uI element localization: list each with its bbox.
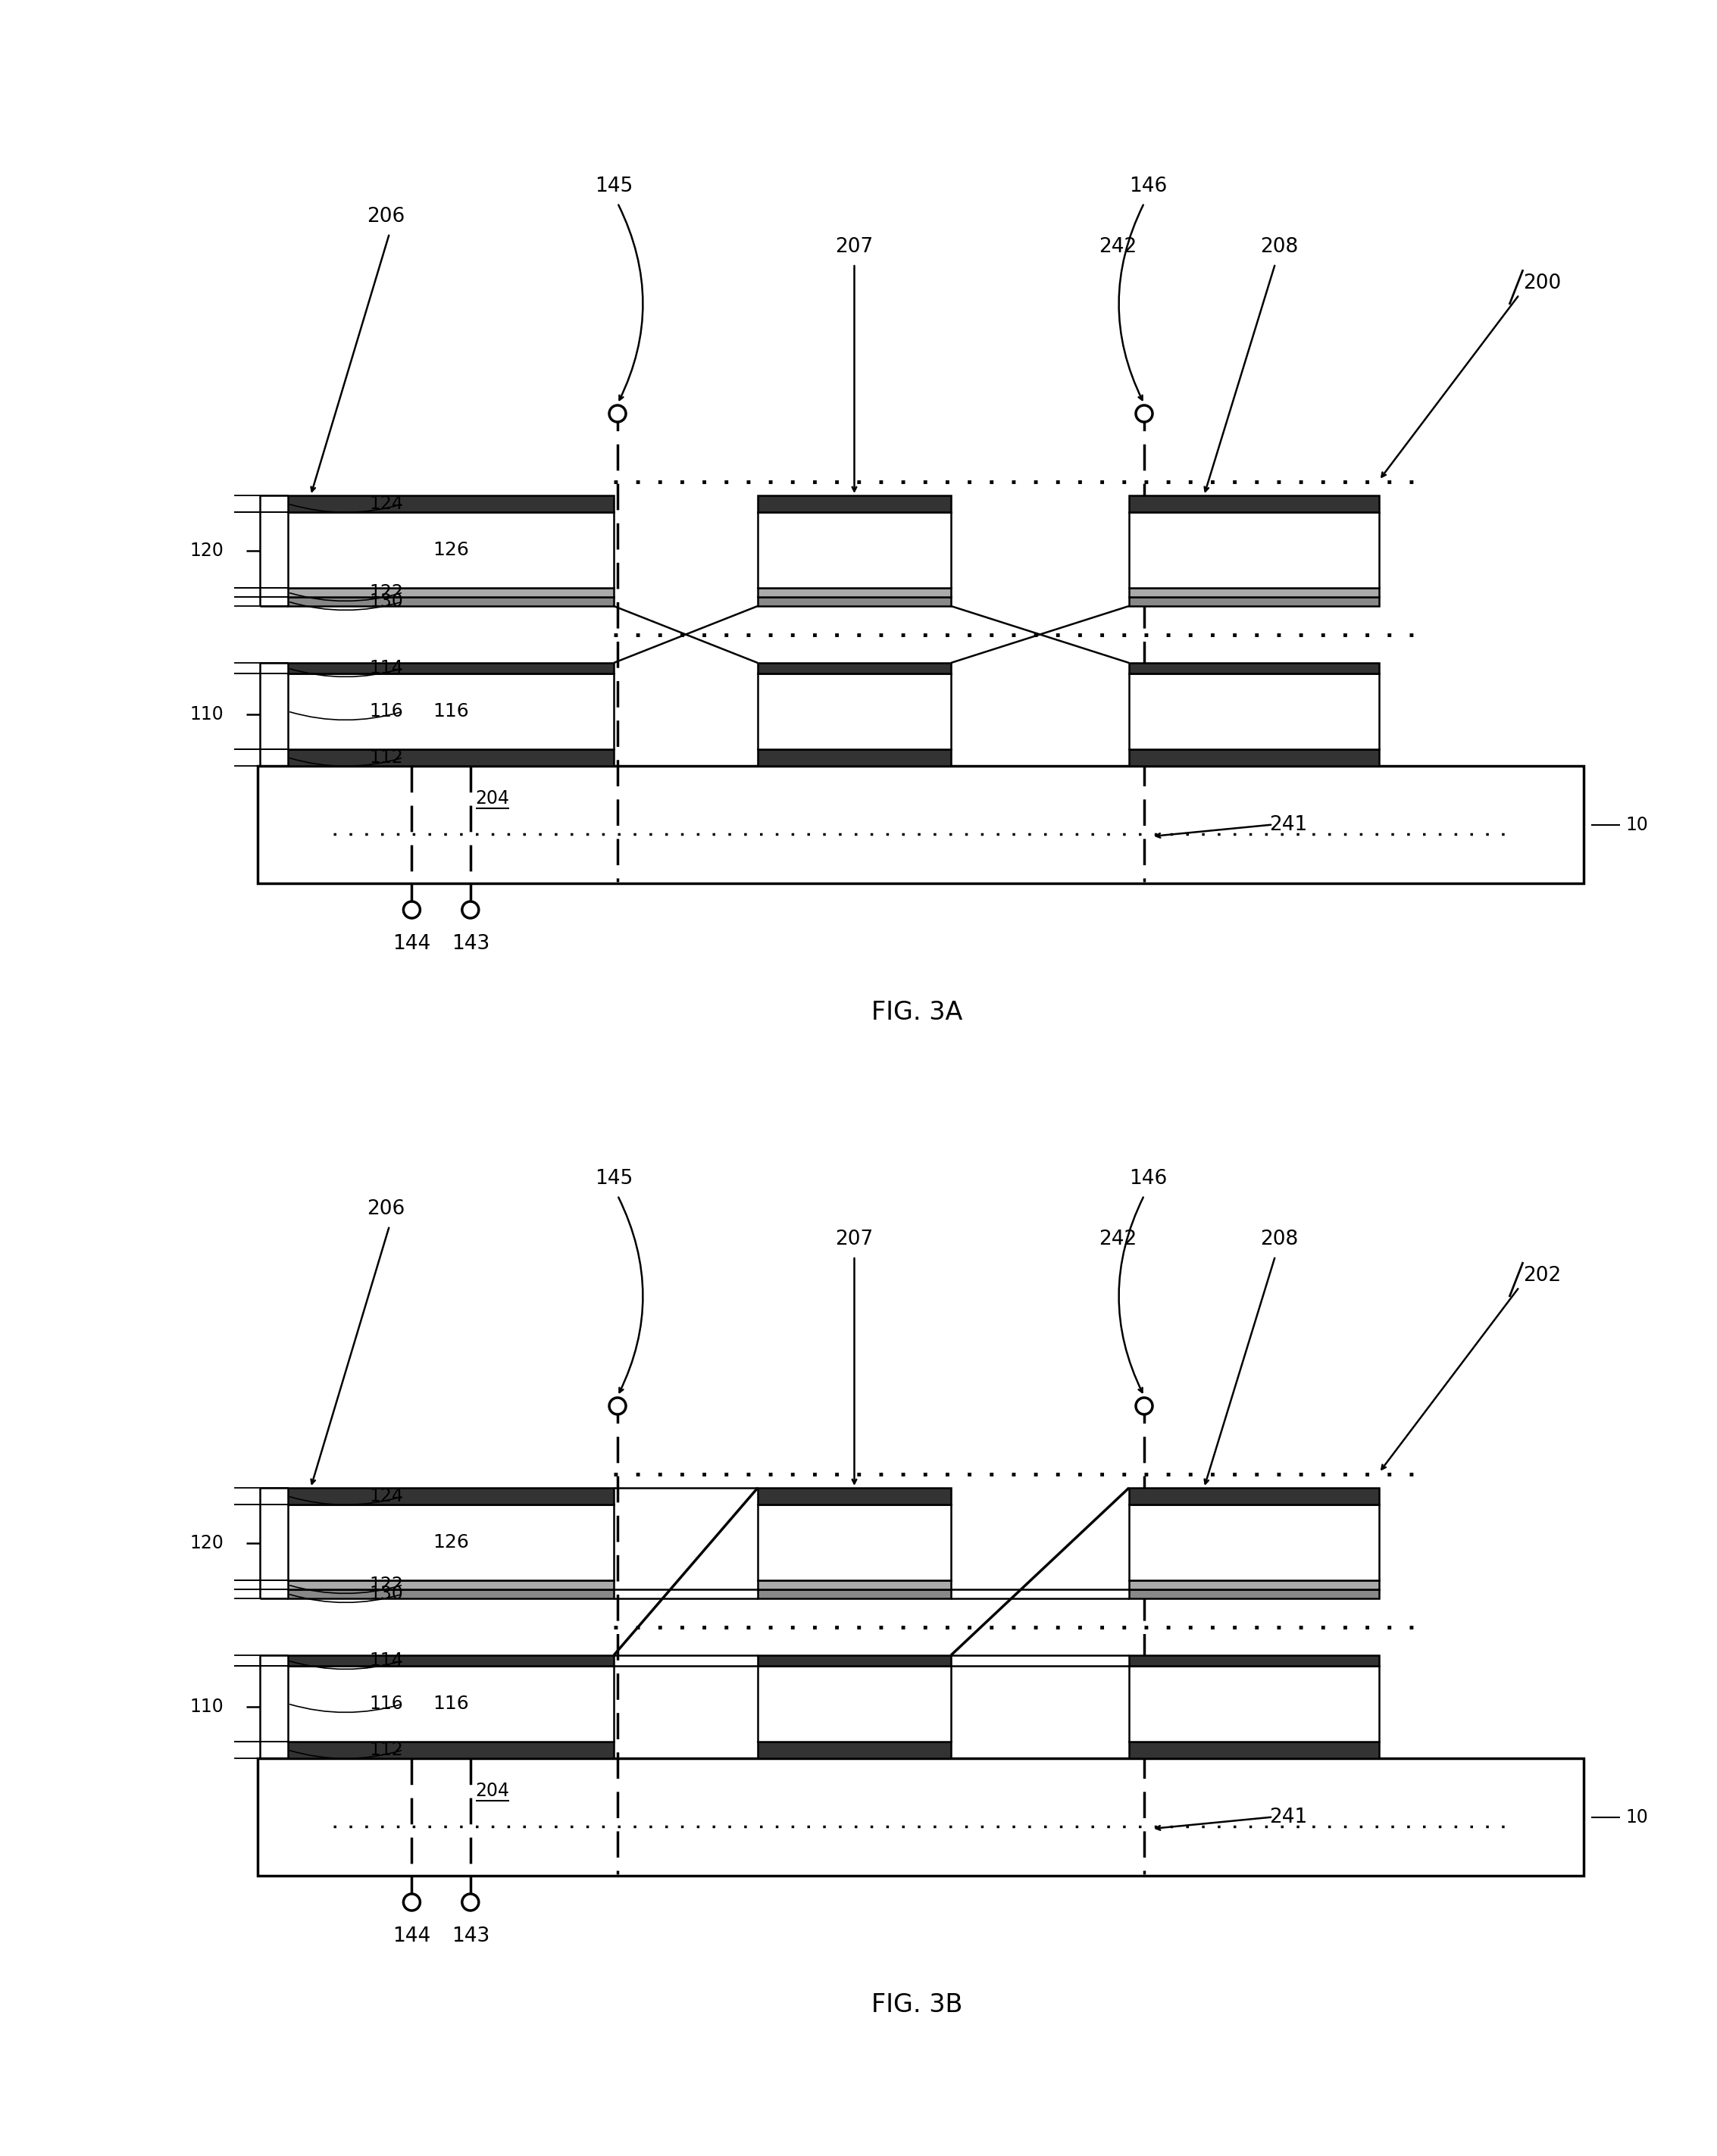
Text: 242: 242 bbox=[1099, 1229, 1137, 1248]
Bar bbox=[1130, 513, 1379, 589]
Bar bbox=[1130, 1589, 1379, 1598]
Bar bbox=[1130, 1742, 1379, 1759]
Bar bbox=[1130, 1488, 1379, 1505]
Bar bbox=[1130, 1667, 1379, 1742]
Text: 143: 143 bbox=[452, 934, 489, 953]
Text: 241: 241 bbox=[1269, 1807, 1307, 1826]
Circle shape bbox=[462, 901, 479, 918]
Bar bbox=[757, 597, 951, 606]
Text: 10: 10 bbox=[1626, 815, 1648, 834]
Text: 126: 126 bbox=[433, 1533, 469, 1552]
Bar bbox=[757, 496, 951, 513]
Text: 204: 204 bbox=[476, 1783, 510, 1800]
Text: 207: 207 bbox=[834, 237, 874, 257]
Bar bbox=[757, 1589, 951, 1598]
Bar bbox=[258, 765, 1583, 884]
Text: FIG. 3A: FIG. 3A bbox=[871, 1000, 963, 1024]
Bar bbox=[288, 750, 613, 765]
Bar bbox=[1130, 662, 1379, 673]
Text: 130: 130 bbox=[369, 1585, 403, 1602]
Circle shape bbox=[403, 1893, 421, 1910]
Text: 144: 144 bbox=[393, 934, 431, 953]
Text: 145: 145 bbox=[594, 1169, 634, 1188]
Text: 241: 241 bbox=[1269, 815, 1307, 834]
Text: 200: 200 bbox=[1523, 274, 1561, 293]
Bar bbox=[1130, 673, 1379, 750]
Bar bbox=[288, 673, 613, 750]
Circle shape bbox=[462, 1893, 479, 1910]
Bar bbox=[1130, 589, 1379, 597]
Text: 143: 143 bbox=[452, 1927, 489, 1947]
Text: 112: 112 bbox=[369, 1740, 403, 1759]
Text: 126: 126 bbox=[433, 541, 469, 558]
Bar bbox=[757, 1505, 951, 1580]
Text: 110: 110 bbox=[189, 705, 223, 724]
Text: 110: 110 bbox=[189, 1697, 223, 1716]
Text: 112: 112 bbox=[369, 748, 403, 768]
Bar bbox=[288, 1656, 613, 1667]
Bar bbox=[288, 589, 613, 597]
Circle shape bbox=[610, 405, 627, 423]
Text: 145: 145 bbox=[594, 177, 634, 196]
Text: 10: 10 bbox=[1626, 1809, 1648, 1826]
Text: 114: 114 bbox=[369, 660, 403, 677]
Circle shape bbox=[610, 1397, 627, 1414]
Text: 146: 146 bbox=[1128, 1169, 1168, 1188]
Text: 122: 122 bbox=[369, 584, 403, 602]
Bar bbox=[1130, 1580, 1379, 1589]
Bar bbox=[288, 597, 613, 606]
Text: 242: 242 bbox=[1099, 237, 1137, 257]
Bar bbox=[757, 1488, 951, 1505]
Text: 120: 120 bbox=[189, 1535, 223, 1552]
Bar bbox=[1130, 750, 1379, 765]
Bar bbox=[757, 513, 951, 589]
Text: 208: 208 bbox=[1260, 1229, 1298, 1248]
Bar bbox=[1130, 1656, 1379, 1667]
Bar bbox=[288, 1742, 613, 1759]
Bar bbox=[757, 589, 951, 597]
Text: 204: 204 bbox=[476, 789, 510, 808]
Text: 206: 206 bbox=[367, 207, 405, 226]
Text: 124: 124 bbox=[369, 494, 403, 513]
Text: 202: 202 bbox=[1523, 1266, 1561, 1285]
Bar bbox=[757, 1580, 951, 1589]
Text: 120: 120 bbox=[189, 541, 223, 561]
Text: 116: 116 bbox=[369, 703, 403, 720]
Text: FIG. 3B: FIG. 3B bbox=[871, 1992, 963, 2018]
Circle shape bbox=[1137, 405, 1152, 423]
Bar bbox=[1130, 496, 1379, 513]
Bar bbox=[757, 673, 951, 750]
Bar bbox=[757, 1667, 951, 1742]
Text: 116: 116 bbox=[369, 1695, 403, 1712]
Bar bbox=[1130, 597, 1379, 606]
Text: 114: 114 bbox=[369, 1651, 403, 1669]
Text: 116: 116 bbox=[433, 703, 469, 720]
Bar bbox=[757, 1656, 951, 1667]
Bar bbox=[288, 1667, 613, 1742]
Bar bbox=[757, 750, 951, 765]
Bar bbox=[258, 1759, 1583, 1876]
Bar bbox=[288, 1589, 613, 1598]
Text: 144: 144 bbox=[393, 1927, 431, 1947]
Circle shape bbox=[403, 901, 421, 918]
Text: 146: 146 bbox=[1128, 177, 1168, 196]
Bar bbox=[288, 1488, 613, 1505]
Text: 124: 124 bbox=[369, 1488, 403, 1505]
Text: 206: 206 bbox=[367, 1199, 405, 1218]
Text: 122: 122 bbox=[369, 1576, 403, 1593]
Text: 207: 207 bbox=[834, 1229, 874, 1248]
Text: 208: 208 bbox=[1260, 237, 1298, 257]
Bar bbox=[288, 496, 613, 513]
Bar bbox=[288, 662, 613, 673]
Text: 130: 130 bbox=[369, 593, 403, 610]
Bar bbox=[757, 662, 951, 673]
Bar bbox=[757, 1742, 951, 1759]
Text: 116: 116 bbox=[433, 1695, 469, 1712]
Bar bbox=[288, 513, 613, 589]
Bar bbox=[1130, 1505, 1379, 1580]
Bar bbox=[288, 1580, 613, 1589]
Bar bbox=[288, 1505, 613, 1580]
Circle shape bbox=[1137, 1397, 1152, 1414]
